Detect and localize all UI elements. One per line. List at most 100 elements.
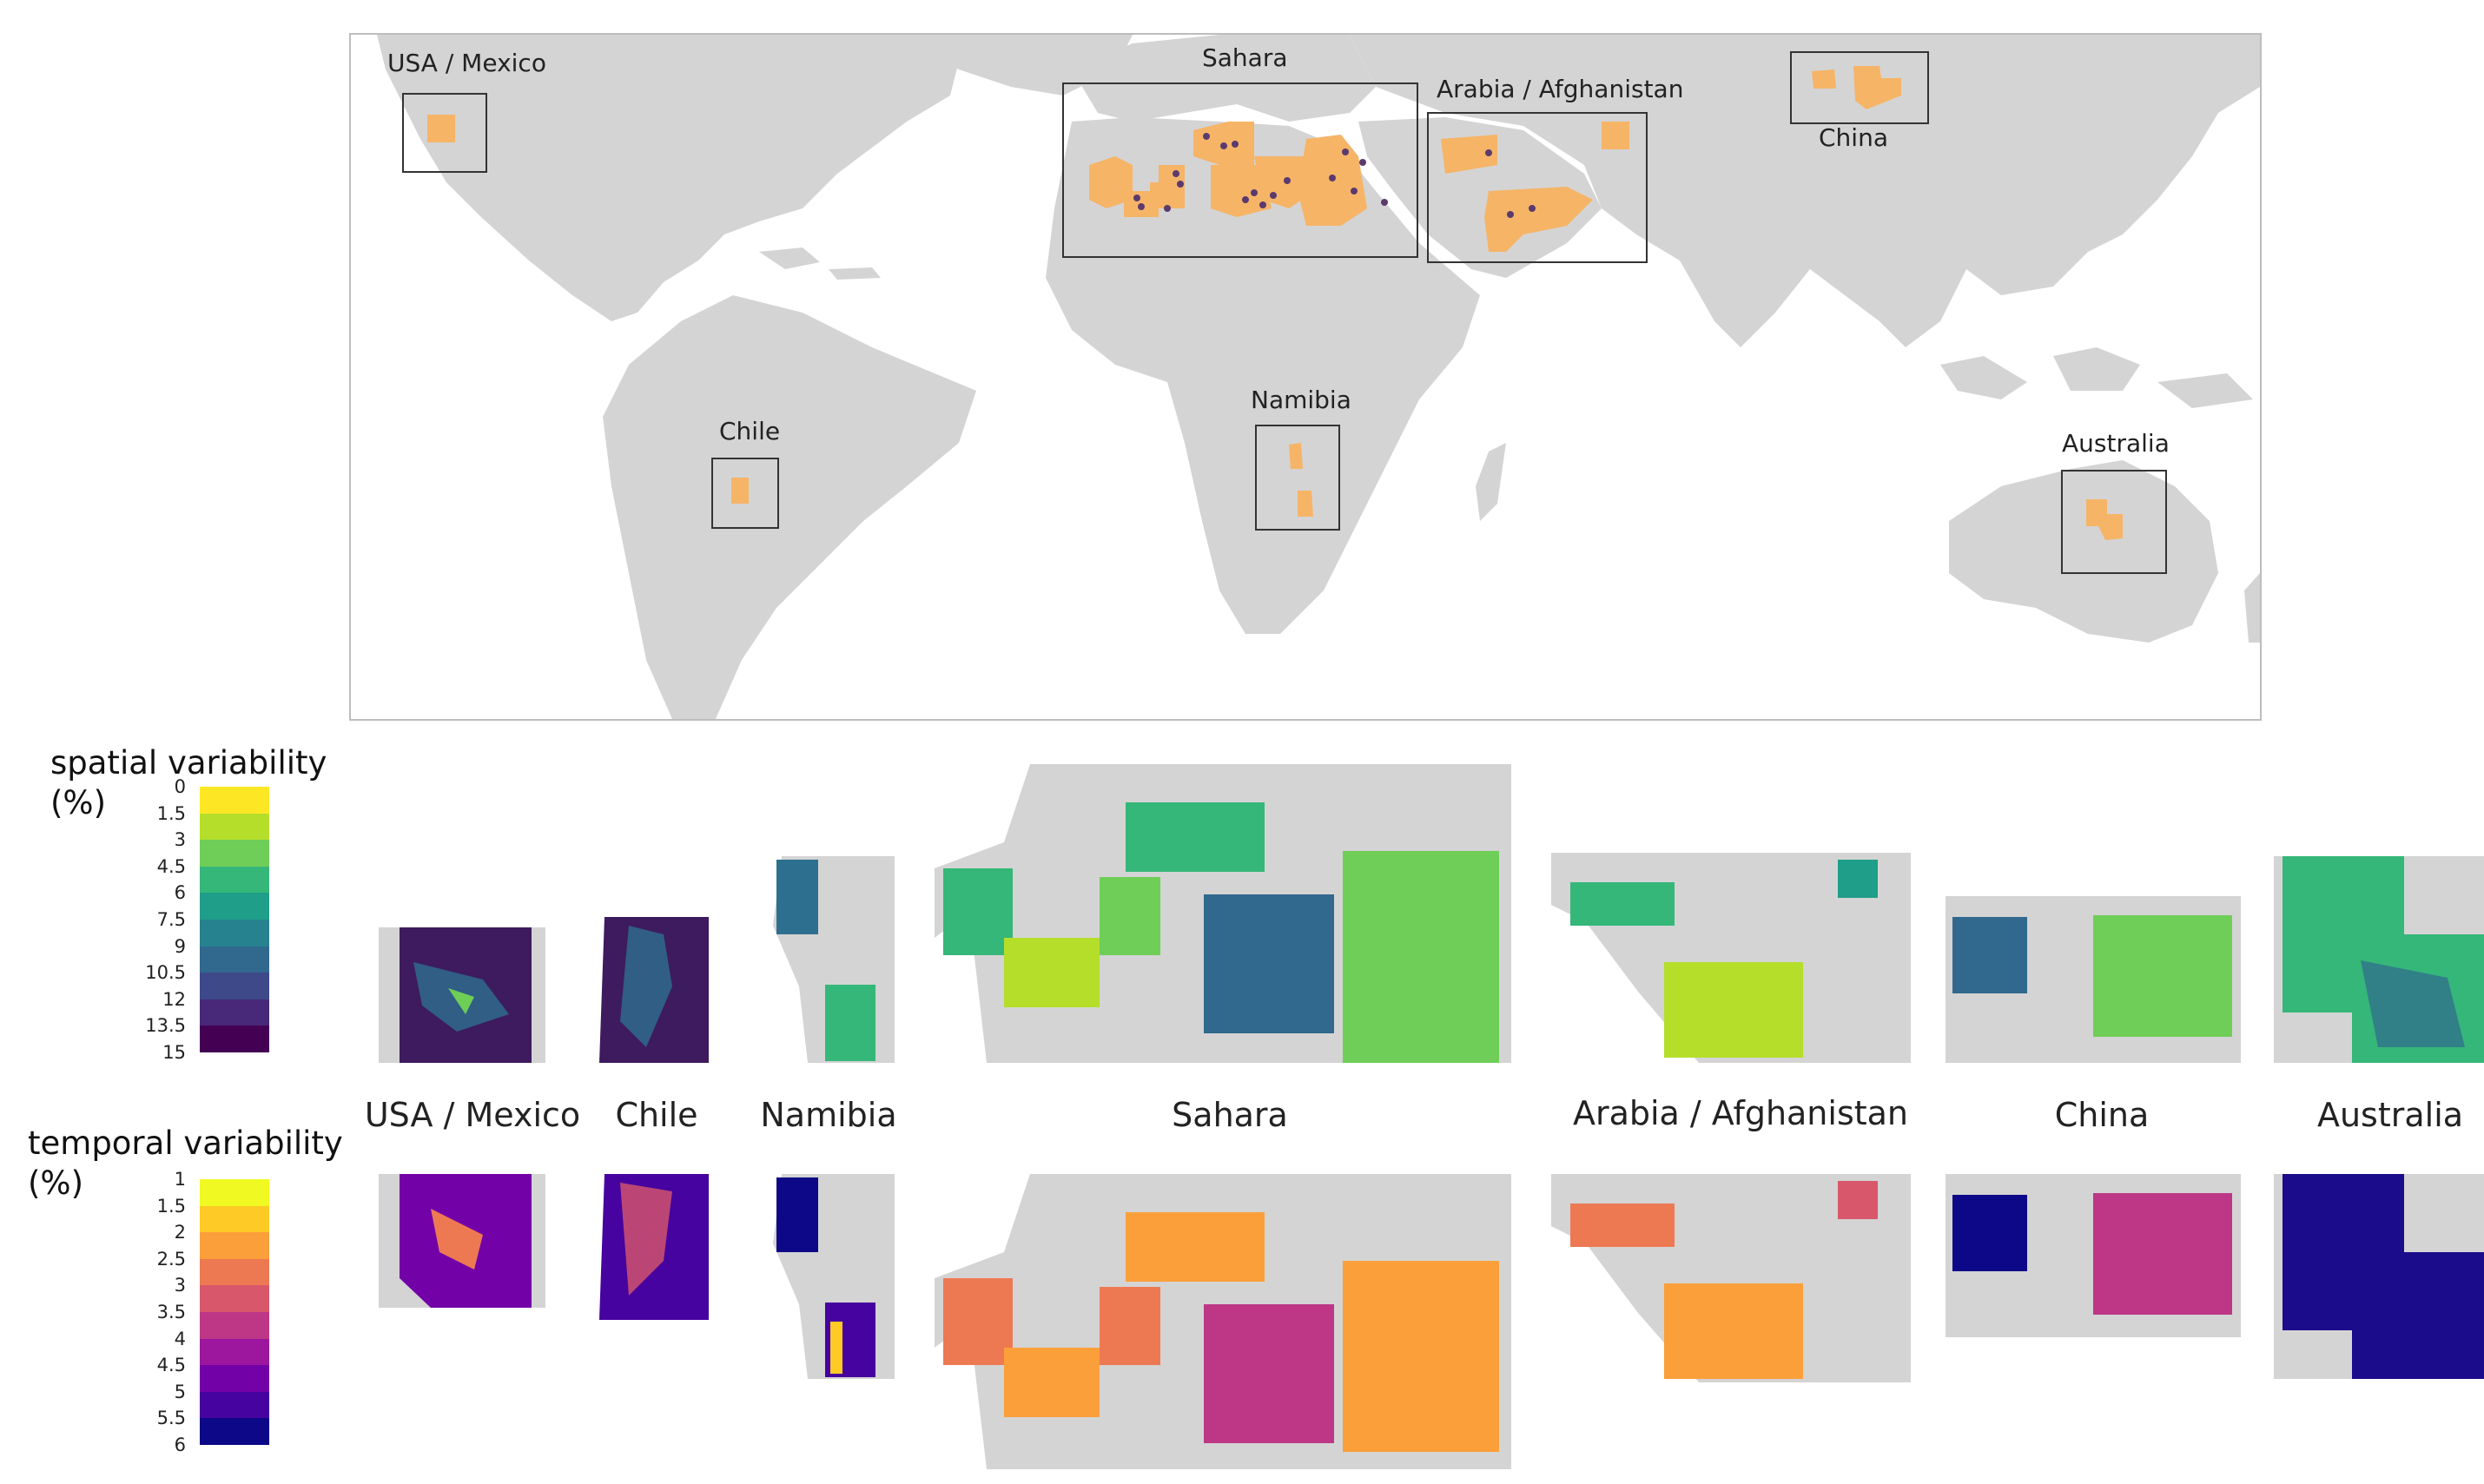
colorbar-segment — [200, 1232, 269, 1260]
colorbar-segment — [200, 920, 269, 947]
colorbar-segment — [200, 1418, 269, 1446]
new-zealand-shape — [2244, 573, 2260, 643]
colorbar-tick-label: 6 — [174, 1435, 186, 1455]
spatial-colorbar — [200, 787, 269, 1053]
spatial-panel-australia — [2274, 856, 2484, 1063]
world-map-svg — [377, 35, 2260, 719]
study-area-sahara — [1089, 122, 1367, 226]
box-usa-mexico — [402, 93, 487, 173]
spatial-legend-title: spatial variability (%) — [50, 744, 327, 821]
japan-shape — [2105, 122, 2157, 208]
colorbar-tick-label: 5 — [174, 1381, 186, 1402]
colorbar-tick-label: 4 — [174, 1328, 186, 1349]
label-arabia-afghanistan: Arabia / Afghanistan — [1437, 75, 1684, 103]
strip-label-sahara: Sahara — [1172, 1096, 1288, 1134]
region-boxes — [402, 51, 2167, 574]
colorbar-segment — [200, 999, 269, 1026]
landmass — [377, 35, 2260, 719]
caribbean-shape — [759, 247, 881, 280]
colorbar-segment — [200, 1258, 269, 1286]
temporal-panel-china — [1946, 1174, 2241, 1337]
colorbar-segment — [200, 1312, 269, 1340]
strip-label-arabia-afghanistan: Arabia / Afghanistan — [1572, 1094, 1909, 1132]
box-namibia — [1255, 425, 1340, 531]
strip-label-china: China — [2054, 1096, 2150, 1134]
colorbar-tick-label: 1.5 — [156, 1195, 186, 1217]
study-area-usa-mexico — [427, 115, 455, 142]
box-australia — [2061, 470, 2167, 574]
colorbar-segment — [200, 1205, 269, 1233]
site-point — [1232, 141, 1239, 148]
site-point — [1203, 133, 1210, 140]
site-point — [1133, 195, 1140, 201]
colorbar-segment — [200, 840, 269, 867]
colorbar-tick-label: 3.5 — [156, 1302, 186, 1322]
colorbar-segment — [200, 946, 269, 973]
site-point — [1359, 159, 1366, 166]
spatial-panel-sahara — [935, 764, 1511, 1063]
spatial-panel-china — [1946, 896, 2241, 1063]
temporal-panel-arabia-afghanistan — [1551, 1174, 1911, 1382]
label-australia: Australia — [2062, 429, 2170, 458]
temporal-panel-chile — [594, 1174, 712, 1320]
europe-shape — [1072, 35, 1376, 122]
colorbar-tick-label: 3 — [174, 1275, 186, 1296]
colorbar-segment — [200, 1365, 269, 1393]
colorbar-tick-label: 5.5 — [156, 1408, 186, 1429]
colorbar-segment — [200, 813, 269, 841]
box-china — [1790, 51, 1929, 124]
site-point — [1329, 175, 1336, 181]
temporal-panel-namibia — [747, 1174, 895, 1379]
strip-label-namibia: Namibia — [760, 1096, 897, 1134]
colorbar-segment — [200, 866, 269, 894]
box-arabia-afghanistan — [1427, 112, 1648, 263]
label-chile: Chile — [719, 417, 781, 445]
colorbar-tick-label: 1 — [174, 1169, 186, 1190]
site-point — [1270, 192, 1277, 199]
australia-shape — [1949, 460, 2218, 643]
site-point — [1381, 199, 1388, 206]
madagascar-shape — [1476, 443, 1506, 521]
colorbar-segment — [200, 1338, 269, 1366]
colorbar-tick-label: 12 — [162, 988, 186, 1010]
colorbar-tick-label: 0 — [174, 776, 186, 797]
site-points — [1133, 133, 1536, 218]
site-point — [1177, 181, 1184, 188]
temporal-panel-sahara — [935, 1174, 1511, 1469]
colorbar-segment — [200, 1391, 269, 1419]
colorbar-tick-label: 2.5 — [156, 1248, 186, 1270]
africa-shape — [1046, 117, 1480, 634]
site-point — [1138, 203, 1145, 210]
temporal-panel-usa-mexico — [379, 1174, 545, 1308]
site-point — [1242, 196, 1249, 203]
site-point — [1220, 142, 1227, 149]
spatial-panel-namibia — [747, 856, 895, 1063]
colorbar-tick-label: 3 — [174, 829, 186, 851]
colorbar-segment — [200, 787, 269, 815]
colorbar-segment — [200, 1179, 269, 1207]
box-sahara — [1062, 82, 1418, 258]
box-chile — [711, 458, 779, 529]
north-america-shape — [377, 35, 959, 321]
study-area-china — [1812, 66, 1901, 109]
site-point — [1259, 201, 1266, 208]
colorbar-tick-label: 10.5 — [145, 962, 186, 984]
study-area-australia — [2086, 499, 2123, 540]
spatial-panel-arabia-afghanistan — [1551, 853, 1911, 1063]
strip-label-usa-mexico: USA / Mexico — [364, 1096, 581, 1134]
colorbar-segment — [200, 893, 269, 920]
label-sahara: Sahara — [1202, 43, 1288, 72]
study-area-namibia — [1289, 443, 1313, 517]
study-area-afghanistan — [1602, 122, 1629, 149]
colorbar-tick-label: 13.5 — [145, 1015, 186, 1037]
south-america-shape — [603, 295, 976, 719]
spatial-panel-chile — [594, 917, 712, 1063]
colorbar-tick-label: 4.5 — [156, 855, 186, 877]
greenland-shape — [889, 35, 1133, 96]
world-map: USA / Mexico Sahara Arabia / Afghanistan… — [349, 33, 2262, 721]
label-china: China — [1819, 123, 1888, 152]
study-areas — [427, 66, 2123, 540]
temporal-legend-title: temporal variability (%) — [28, 1125, 343, 1202]
colorbar-segment — [200, 973, 269, 1000]
colorbar-tick-label: 6 — [174, 882, 186, 904]
